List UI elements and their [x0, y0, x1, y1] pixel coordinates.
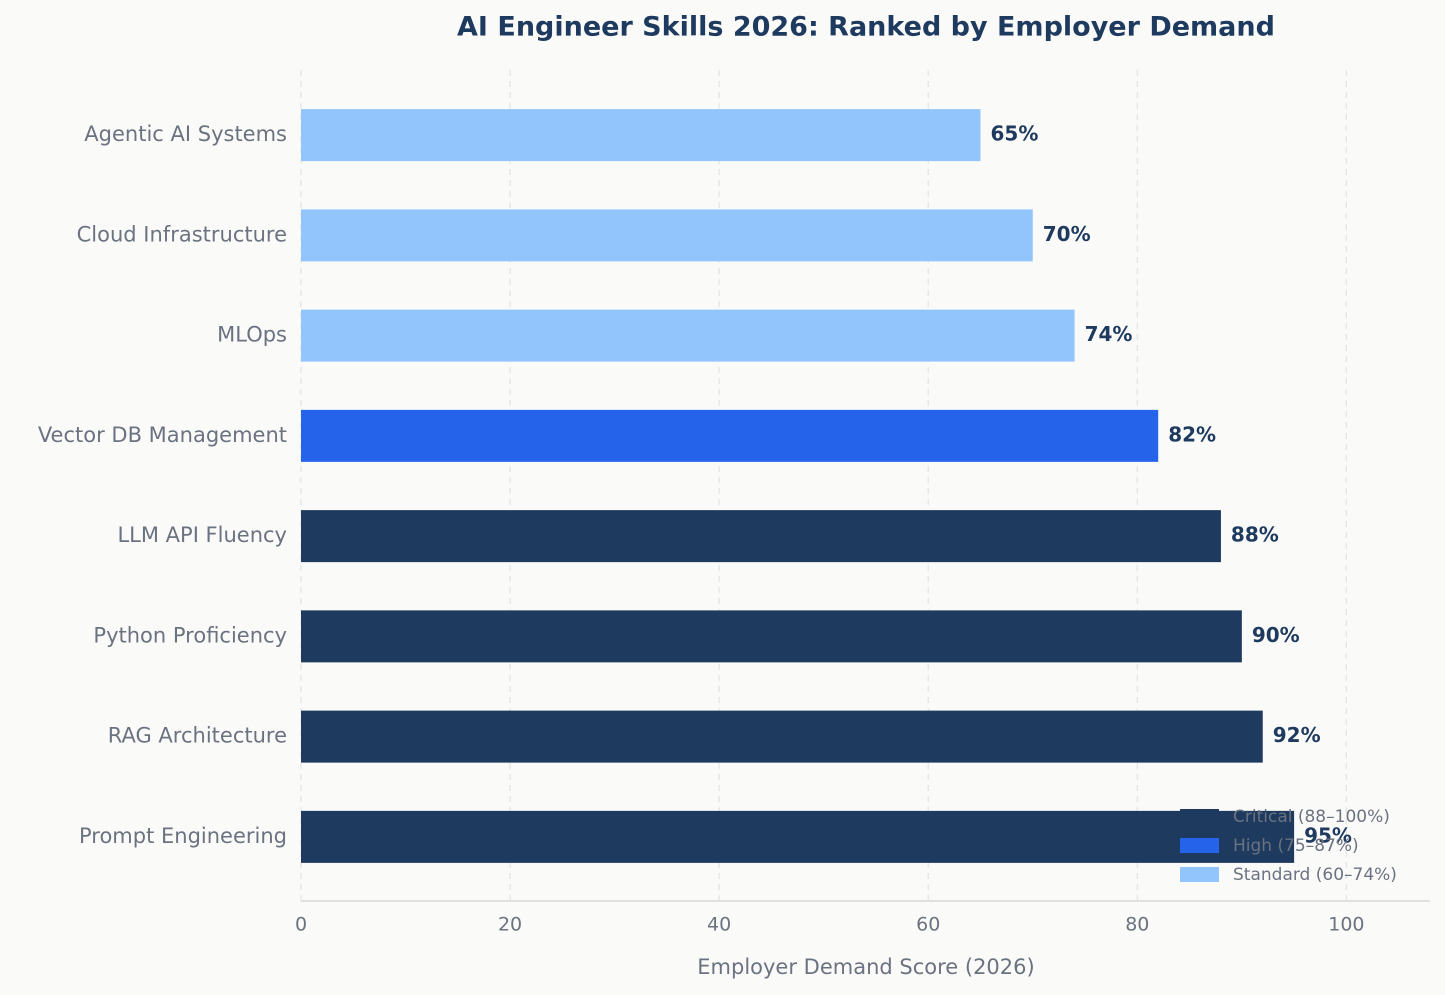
chart-title: AI Engineer Skills 2026: Ranked by Emplo… — [457, 12, 1275, 43]
bar — [301, 309, 1075, 362]
y-tick-label: MLOps — [217, 323, 287, 347]
y-tick-label: LLM API Fluency — [117, 523, 287, 547]
value-label: 92% — [1273, 723, 1321, 747]
legend-label: High (75–87%) — [1233, 836, 1359, 856]
bar — [301, 109, 981, 162]
y-tick-label: Python Proficiency — [93, 623, 287, 647]
x-tick-label: 80 — [1125, 914, 1149, 936]
x-axis-label: Employer Demand Score (2026) — [697, 955, 1034, 979]
value-label: 82% — [1168, 422, 1216, 446]
legend-label: Critical (88–100%) — [1233, 807, 1390, 827]
bar — [301, 710, 1263, 763]
legend-label: Standard (60–74%) — [1233, 865, 1397, 885]
value-label: 65% — [990, 122, 1038, 146]
y-tick-label: Agentic AI Systems — [84, 122, 287, 146]
legend-swatch — [1180, 867, 1219, 882]
x-tick-label: 40 — [707, 914, 731, 936]
value-label: 90% — [1252, 623, 1300, 647]
x-tick-label: 0 — [295, 914, 307, 936]
x-tick-label: 60 — [916, 914, 940, 936]
y-tick-label: RAG Architecture — [108, 724, 287, 748]
bar — [301, 209, 1033, 262]
value-label: 95% — [1304, 823, 1352, 847]
legend-swatch — [1180, 838, 1219, 853]
y-tick-label: Vector DB Management — [38, 423, 287, 447]
bar — [301, 409, 1159, 462]
x-tick-label: 20 — [498, 914, 522, 936]
bar — [301, 610, 1242, 663]
value-label: 74% — [1085, 322, 1133, 346]
y-tick-label: Prompt Engineering — [79, 824, 287, 848]
value-label: 70% — [1043, 222, 1091, 246]
value-label: 88% — [1231, 523, 1279, 547]
bar — [301, 510, 1221, 563]
legend-swatch — [1180, 809, 1219, 824]
x-tick-label: 100 — [1328, 914, 1364, 936]
bar — [301, 810, 1295, 863]
y-tick-label: Cloud Infrastructure — [77, 222, 287, 246]
